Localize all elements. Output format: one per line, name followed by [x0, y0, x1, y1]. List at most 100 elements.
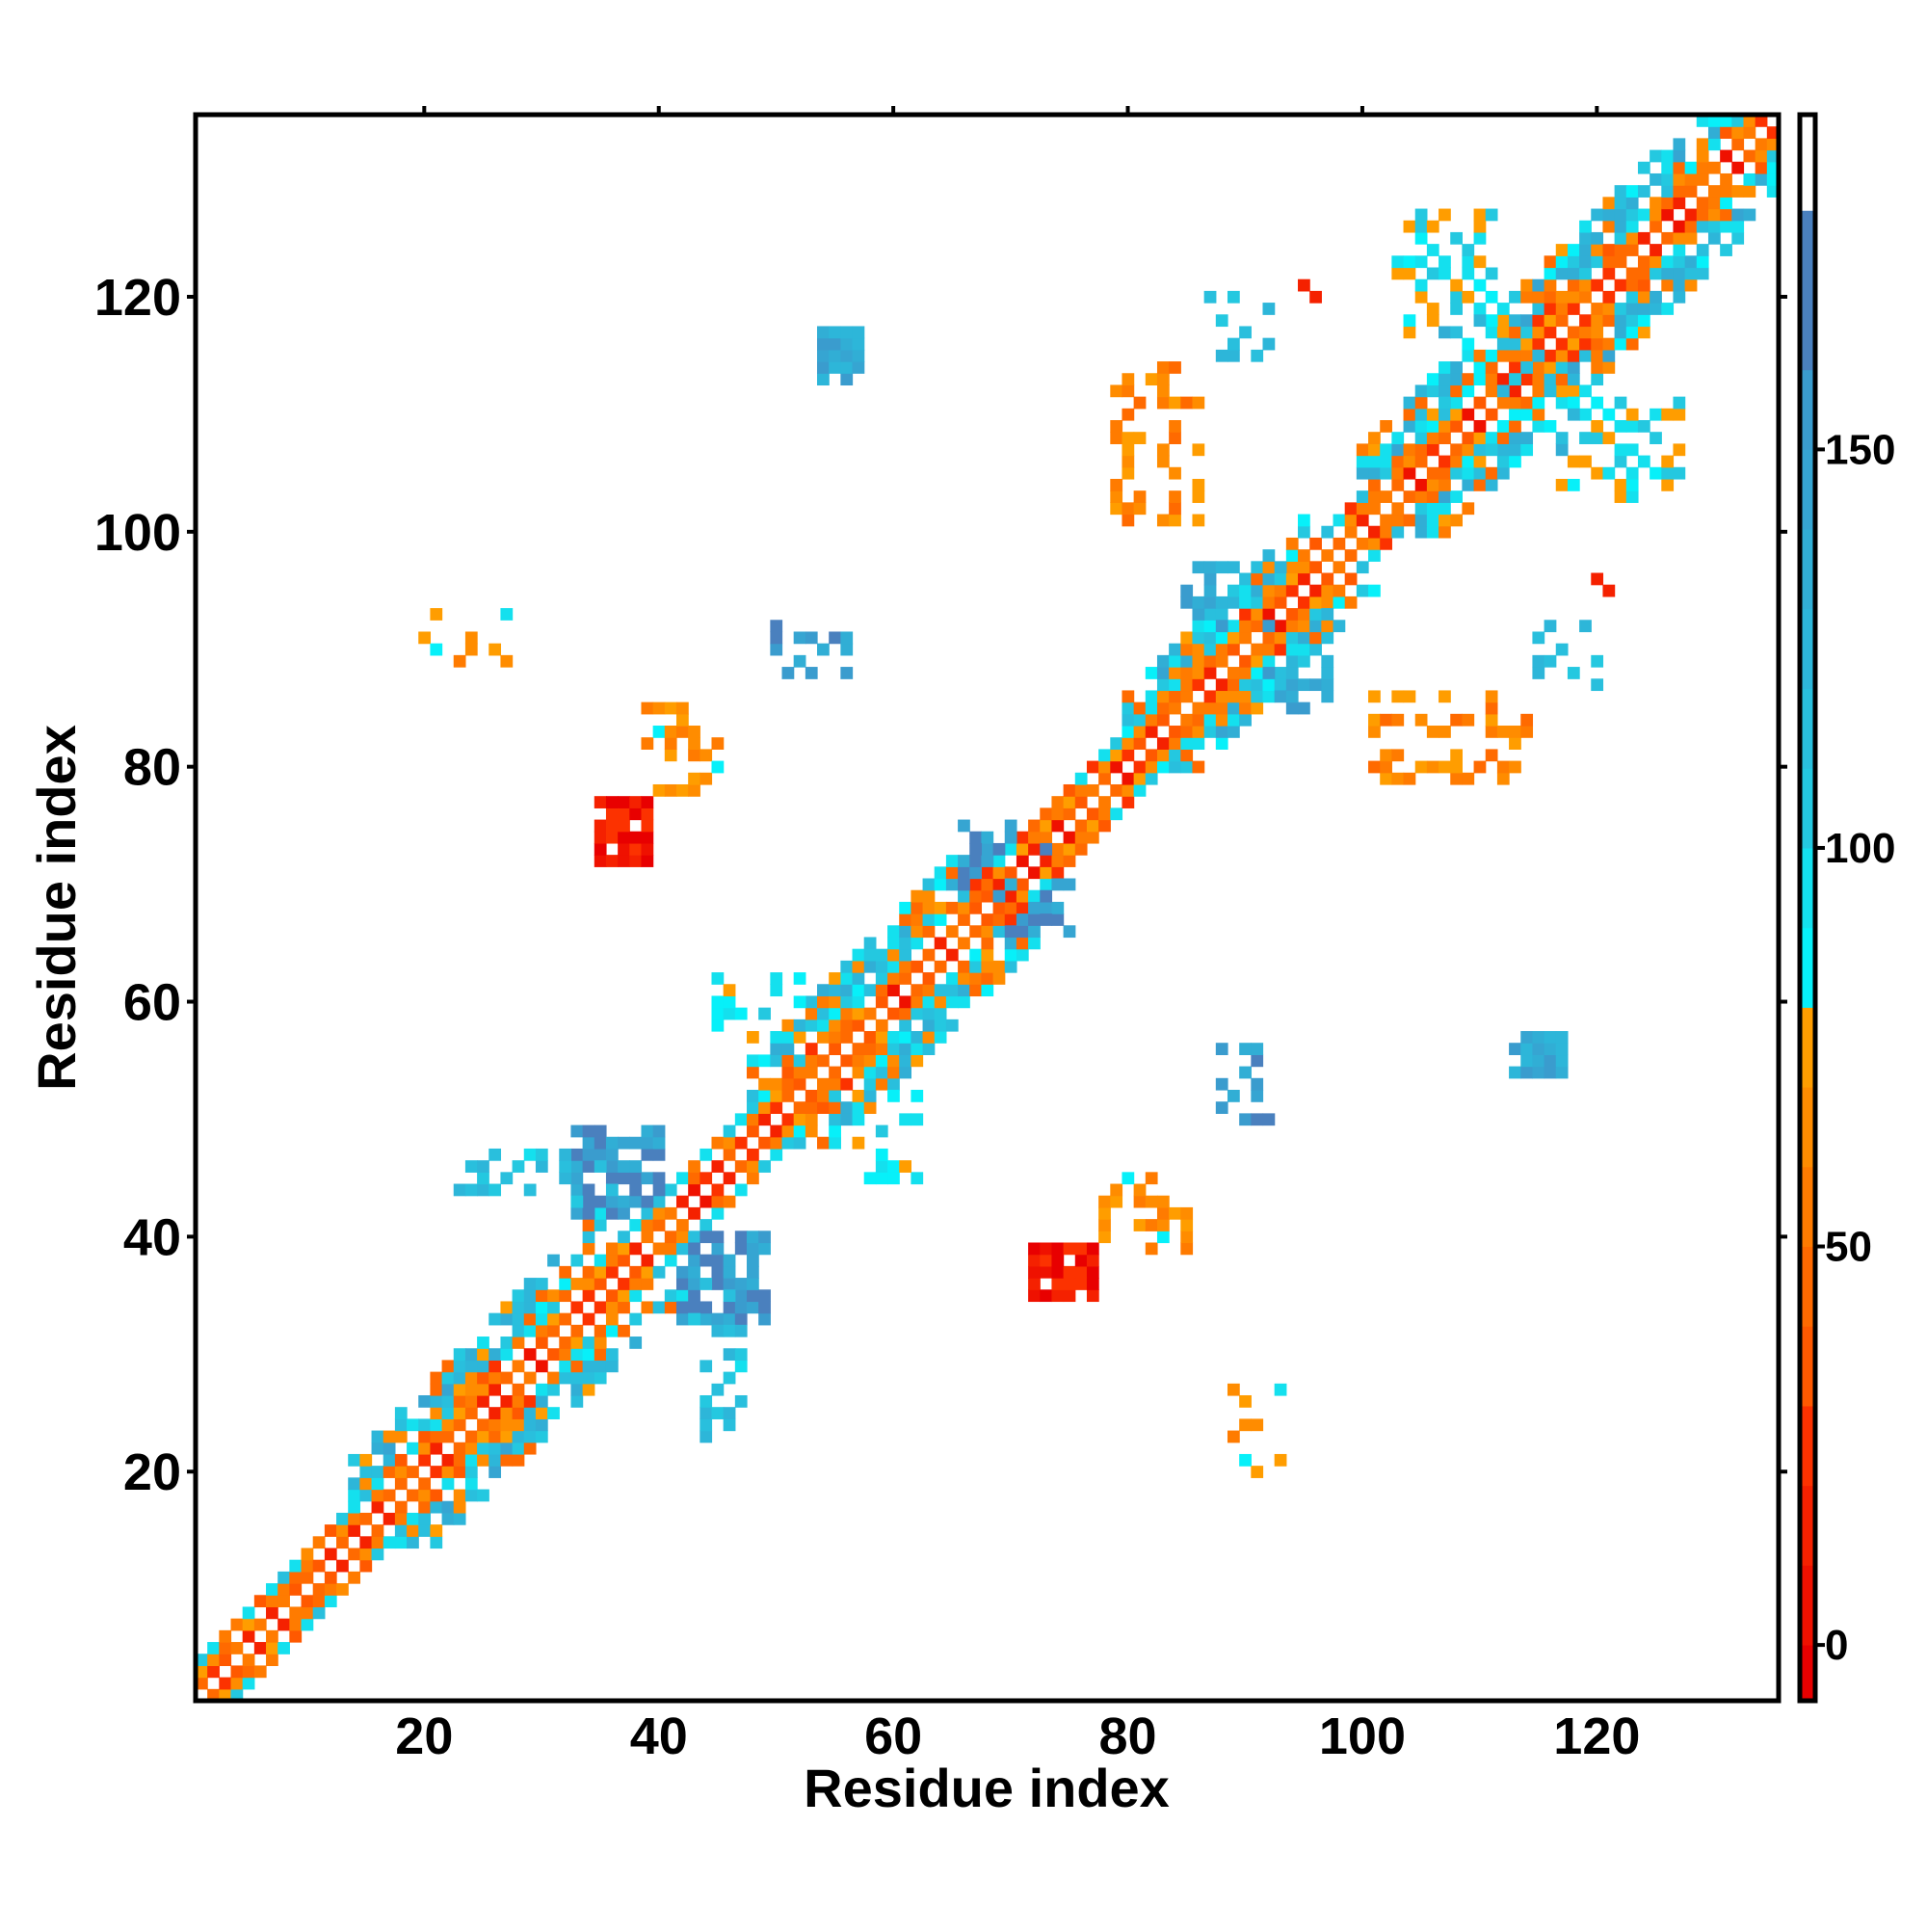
heatmap-cell [523, 1348, 537, 1362]
heatmap-cell [547, 1301, 560, 1314]
heatmap-cell [700, 1430, 713, 1443]
heatmap-cell [1133, 1195, 1147, 1208]
heatmap-cell [1169, 432, 1181, 444]
heatmap-cell [863, 1007, 877, 1020]
heatmap-cell [500, 1453, 514, 1467]
heatmap-cell [1414, 514, 1428, 527]
heatmap-cell [1625, 326, 1639, 339]
heatmap-cell [1414, 502, 1428, 516]
heatmap-cell [418, 1442, 432, 1455]
heatmap-cell [711, 1312, 725, 1326]
heatmap-cell [781, 1113, 795, 1126]
heatmap-cell [312, 1595, 326, 1608]
heatmap-cell [1755, 149, 1768, 163]
heatmap-cell [1509, 396, 1521, 410]
heatmap-cell [1496, 466, 1510, 480]
heatmap-cell [618, 1136, 630, 1150]
heatmap-cell [793, 1077, 806, 1091]
heatmap-cell [1368, 549, 1381, 562]
heatmap-cell [1414, 490, 1428, 503]
heatmap-cell [1016, 889, 1029, 903]
heatmap-cell [1473, 373, 1487, 386]
heatmap-cell [453, 1453, 466, 1467]
heatmap-cell [641, 1172, 654, 1185]
heatmap-cell [875, 995, 888, 1009]
heatmap-cell [1650, 149, 1662, 163]
heatmap-cell [1614, 220, 1627, 233]
heatmap-cell [1544, 255, 1557, 269]
heatmap-cell [464, 1407, 478, 1419]
heatmap-cell [1122, 737, 1135, 750]
heatmap-cell [1262, 572, 1276, 586]
heatmap-cell [629, 1278, 643, 1290]
heatmap-cell [945, 972, 959, 985]
heatmap-cell [700, 1418, 713, 1432]
heatmap-cell [312, 1606, 326, 1620]
heatmap-cell [488, 1183, 502, 1197]
heatmap-cell [1074, 1254, 1088, 1267]
heatmap-cell [688, 1265, 700, 1279]
heatmap-cell [1192, 620, 1205, 633]
heatmap-cell [934, 1031, 947, 1044]
heatmap-cell [641, 701, 654, 715]
heatmap-cell [605, 1360, 619, 1373]
heatmap-cell [324, 1524, 337, 1537]
heatmap-cell [500, 1337, 514, 1349]
heatmap-cell [1485, 361, 1498, 374]
heatmap-cell [394, 1466, 408, 1478]
heatmap-cell [618, 1195, 630, 1208]
heatmap-cell [1156, 514, 1170, 527]
heatmap-cell [911, 960, 924, 973]
heatmap-cell [1391, 772, 1405, 785]
heatmap-cell [1192, 760, 1205, 774]
heatmap-cell [1473, 314, 1487, 328]
heatmap-cell [324, 1571, 337, 1584]
heatmap-cell [1028, 913, 1041, 926]
heatmap-cell [441, 1512, 455, 1525]
heatmap-cell [1251, 643, 1264, 656]
colorbar-bin [1802, 369, 1813, 450]
heatmap-cell [700, 1172, 713, 1185]
heatmap-cell [570, 1172, 584, 1185]
y-tick-label: 80 [123, 739, 181, 797]
heatmap-cell [969, 984, 983, 997]
heatmap-cell [641, 1206, 654, 1220]
heatmap-cell [793, 1125, 806, 1138]
heatmap-cell [688, 726, 700, 738]
heatmap-cell [1122, 772, 1135, 785]
heatmap-cell [1368, 584, 1381, 597]
heatmap-cell [359, 1536, 373, 1549]
heatmap-cell [371, 1430, 384, 1443]
heatmap-cell [1520, 396, 1534, 410]
heatmap-cell [230, 1618, 244, 1631]
heatmap-cell [1298, 701, 1310, 715]
heatmap-cell [852, 948, 865, 962]
heatmap-cell [1391, 713, 1405, 727]
heatmap-cell [734, 1278, 748, 1290]
heatmap-cell [1614, 208, 1627, 222]
heatmap-cell [840, 1101, 854, 1114]
heatmap-cell [1156, 443, 1170, 457]
heatmap-cell [1555, 337, 1569, 351]
heatmap-cell [371, 1477, 384, 1491]
heatmap-cell [605, 1242, 619, 1256]
heatmap-cell [605, 855, 619, 867]
x-tick-label: 100 [1319, 1707, 1406, 1765]
heatmap-cell [734, 1289, 748, 1303]
heatmap-cell [1180, 1219, 1194, 1231]
heatmap-cell [1040, 913, 1053, 926]
heatmap-cell [1625, 314, 1639, 328]
heatmap-cell [1439, 408, 1451, 421]
heatmap-cell [1004, 948, 1017, 962]
heatmap-cell [1122, 443, 1135, 457]
heatmap-cell [711, 1231, 725, 1244]
heatmap-cell [559, 1348, 572, 1362]
heatmap-cell [1555, 361, 1569, 374]
heatmap-cell [1251, 701, 1264, 715]
heatmap-cell [1462, 443, 1475, 457]
heatmap-cell [1180, 595, 1194, 609]
heatmap-cell [1192, 561, 1205, 574]
heatmap-cell [1591, 572, 1604, 586]
heatmap-cell [605, 819, 619, 833]
heatmap-cell [1462, 408, 1475, 421]
